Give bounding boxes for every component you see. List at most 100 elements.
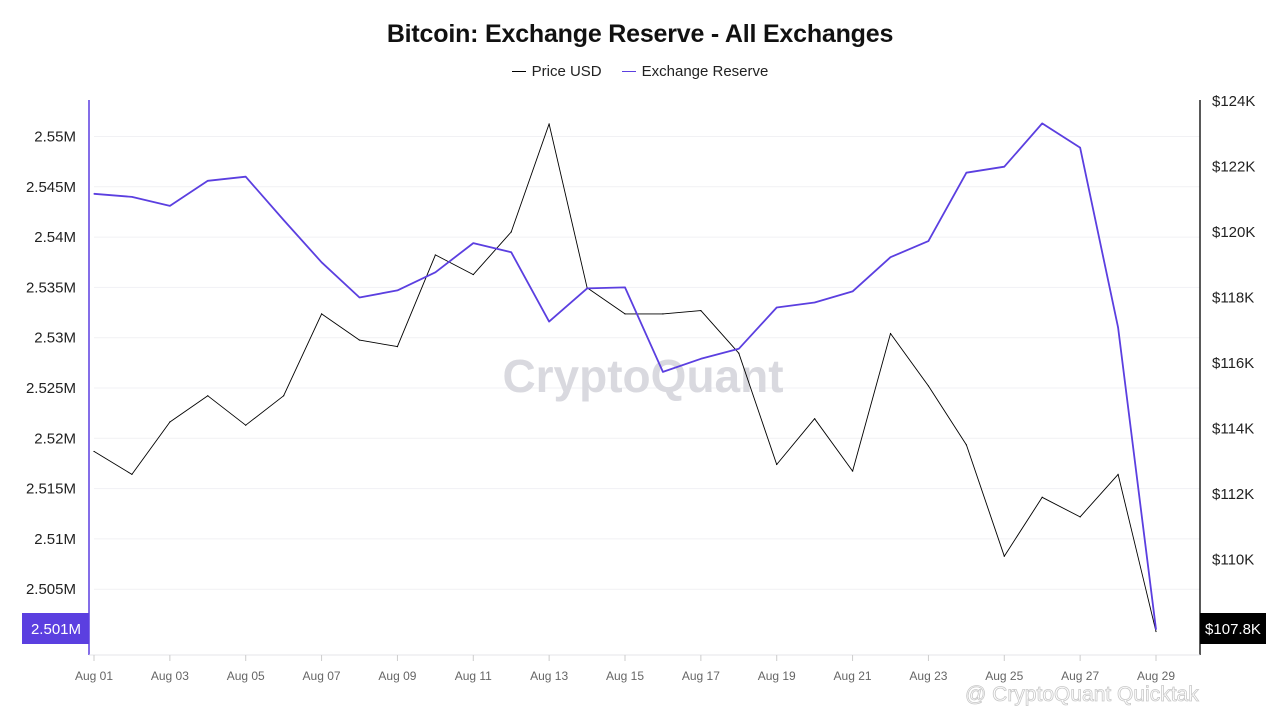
x-tick-label: Aug 23: [909, 669, 947, 683]
y-right-tick-label: $112K: [1212, 486, 1254, 503]
legend-label-price: Price USD: [531, 63, 602, 80]
data-point: [169, 205, 171, 207]
data-point: [1003, 166, 1005, 168]
data-point: [662, 371, 664, 373]
data-point: [320, 313, 323, 315]
x-tick-label: Aug 01: [75, 669, 113, 683]
data-point: [1155, 628, 1157, 631]
data-point: [1117, 473, 1119, 475]
x-tick-label: Aug 19: [758, 669, 796, 683]
x-tick-label: Aug 17: [682, 669, 720, 683]
y-right-tick-label: $120K: [1212, 224, 1255, 241]
y-right-tick-label: $116K: [1212, 355, 1254, 372]
data-point: [358, 296, 361, 299]
x-tick-label: Aug 15: [606, 669, 644, 683]
data-point: [131, 196, 133, 198]
legend-swatch-price: [511, 71, 526, 72]
right-value-badge: [1200, 613, 1266, 644]
data-point: [396, 346, 399, 348]
y-right-tick-label: $124K: [1212, 93, 1255, 110]
data-point: [586, 287, 588, 290]
data-point: [1079, 516, 1081, 518]
x-tick-label: Aug 05: [227, 669, 265, 683]
data-point: [738, 348, 740, 350]
data-point: [700, 310, 702, 312]
data-point: [207, 180, 209, 182]
data-point: [472, 273, 474, 276]
legend-item-price[interactable]: Price USD: [511, 63, 602, 80]
data-point: [662, 313, 664, 315]
data-point: [1041, 496, 1043, 498]
data-point: [1003, 555, 1005, 557]
x-tick-label: Aug 21: [834, 669, 872, 683]
grid-lines: [94, 136, 1200, 590]
data-point: [93, 450, 95, 453]
y-left-tick-label: 2.55M: [34, 129, 76, 146]
series-price-usd: [93, 123, 1157, 633]
y-left-tick-label: 2.545M: [26, 179, 76, 196]
watermark-text: CryptoQuant: [502, 350, 783, 402]
x-tick-label: Aug 13: [530, 669, 568, 683]
y-left-tick-label: 2.53M: [34, 330, 76, 347]
y-right-tick-label: $122K: [1212, 159, 1255, 176]
y-right-tick-label: $110K: [1212, 552, 1254, 569]
last-value-badges: 2.501M $107.8K: [22, 613, 1266, 644]
data-point: [738, 352, 740, 354]
y-left-tick-label: 2.515M: [26, 481, 76, 498]
y-left-tick-label: 2.505M: [26, 581, 76, 598]
data-point: [851, 290, 854, 293]
data-point: [358, 339, 361, 341]
y-right-tick-label: $114K: [1212, 421, 1254, 438]
data-point: [283, 219, 285, 221]
chart-title: Bitcoin: Exchange Reserve - All Exchange…: [386, 20, 894, 48]
y-left-tick-label: 2.535M: [26, 279, 76, 296]
x-tick-label: Aug 11: [455, 669, 492, 683]
x-tick-label: Aug 09: [378, 669, 416, 683]
data-point: [965, 444, 967, 446]
data-point: [889, 256, 892, 258]
y-left-tick-label: 2.54M: [34, 229, 76, 246]
x-tick-label: Aug 03: [151, 669, 189, 683]
credit-watermark: @ CryptoQuant Quicktak: [965, 683, 1199, 706]
series-exchange-reserve: [93, 122, 1157, 631]
data-point: [93, 193, 95, 195]
data-point: [283, 395, 285, 397]
data-point: [814, 301, 816, 304]
data-point: [434, 271, 436, 273]
x-tick-label: Aug 29: [1137, 669, 1175, 683]
axes: 2.55M 2.545M 2.54M 2.535M 2.53M 2.525M 2.52M 2.…: [26, 93, 1255, 683]
data-point: [396, 289, 399, 292]
data-point: [207, 395, 209, 397]
legend-label-exchange-reserve: Exchange Reserve: [641, 63, 769, 80]
data-point: [548, 321, 550, 323]
data-point: [510, 251, 512, 253]
data-point: [927, 240, 930, 242]
left-value-badge-text: 2.501M: [31, 621, 81, 638]
x-tick-label: Aug 27: [1061, 669, 1099, 683]
data-point: [624, 286, 626, 288]
data-point: [965, 172, 967, 174]
data-point: [1155, 630, 1157, 633]
right-value-badge-text: $107.8K: [1205, 621, 1261, 638]
data-point: [434, 254, 436, 256]
data-point: [472, 242, 474, 244]
y-left-tick-label: 2.525M: [26, 380, 76, 397]
legend-item-exchange-reserve[interactable]: Exchange Reserve: [621, 63, 769, 80]
data-point: [548, 123, 550, 125]
data-point: [1117, 327, 1119, 329]
data-point: [776, 306, 778, 309]
data-point: [1079, 146, 1081, 149]
data-point: [927, 385, 930, 387]
legend-swatch-exchange-reserve: [621, 71, 636, 72]
x-tick-label: Aug 07: [303, 669, 341, 683]
data-point: [510, 231, 512, 233]
y-left-tick-label: 2.51M: [34, 531, 76, 548]
data-point: [245, 176, 247, 178]
data-point: [245, 424, 247, 426]
data-point: [776, 463, 778, 466]
data-point: [889, 332, 892, 335]
data-point: [851, 470, 854, 472]
y-right-tick-label: $118K: [1212, 290, 1254, 307]
x-tick-label: Aug 25: [985, 669, 1023, 683]
